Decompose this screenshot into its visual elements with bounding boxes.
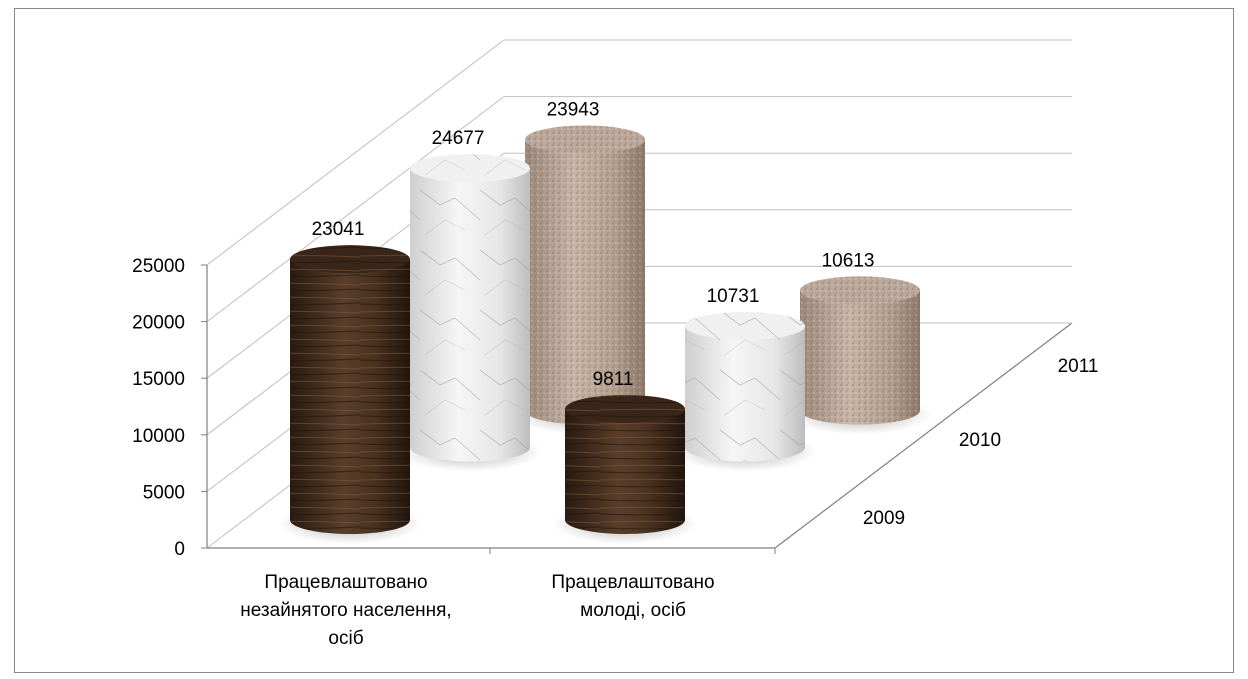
data-label: 23041 xyxy=(312,219,365,240)
depth-label: 2010 xyxy=(959,430,1001,451)
data-label: 10731 xyxy=(707,286,760,307)
depth-label: 2009 xyxy=(863,508,905,529)
side-gridline xyxy=(206,39,505,266)
cylinder-texture xyxy=(290,259,410,534)
cylinder-top-texture xyxy=(685,312,805,341)
cylinder-top-texture xyxy=(800,276,920,305)
floor-right-edge xyxy=(774,322,1073,549)
value-axis: 0 5000 10000 15000 20000 25000 xyxy=(132,256,207,560)
cylinder-top-texture xyxy=(290,245,410,274)
data-label: 9811 xyxy=(593,369,634,390)
data-labels: 23943 10613 24677 10731 23041 9811 xyxy=(312,99,875,389)
cylinder-2009-1 xyxy=(278,245,422,544)
cylinder-texture xyxy=(410,168,530,462)
data-label: 24677 xyxy=(432,128,485,149)
cylinder-texture xyxy=(565,408,685,534)
cylinder-2009-2 xyxy=(553,394,697,544)
y-tick-label: 15000 xyxy=(132,369,185,390)
cylinders xyxy=(278,125,932,544)
cylinder-texture xyxy=(525,139,645,425)
data-label: 23943 xyxy=(547,99,600,120)
cylinder-2011-2 xyxy=(788,276,932,435)
cylinder-2011-1 xyxy=(513,125,657,435)
y-tick-label: 0 xyxy=(174,539,185,560)
category-label: Працевлаштовано незайнятого населення, осі… xyxy=(240,572,451,649)
data-label: 10613 xyxy=(822,250,875,271)
series-depth-axis: 2009 2010 2011 xyxy=(863,356,1099,529)
y-tick-label: 20000 xyxy=(132,313,185,334)
cylinder-top-texture xyxy=(525,125,645,154)
cylinder-texture xyxy=(685,326,805,462)
category-axis: Працевлаштовано незайнятого населення, осі… xyxy=(240,548,776,649)
category-label: Працевлаштовано молоді, осіб xyxy=(551,572,714,621)
side-gridline xyxy=(206,96,505,322)
y-tick-label: 10000 xyxy=(132,426,185,447)
cylinder-top-texture xyxy=(410,154,530,183)
cylinder-2010-1 xyxy=(398,154,542,472)
cylinder-2010-2 xyxy=(673,312,817,472)
cylinder-top-texture xyxy=(565,394,685,423)
depth-label: 2011 xyxy=(1058,356,1099,377)
y-tick-label: 25000 xyxy=(132,256,185,277)
y-tick-label: 5000 xyxy=(143,482,185,503)
cylinder-texture xyxy=(800,290,920,425)
